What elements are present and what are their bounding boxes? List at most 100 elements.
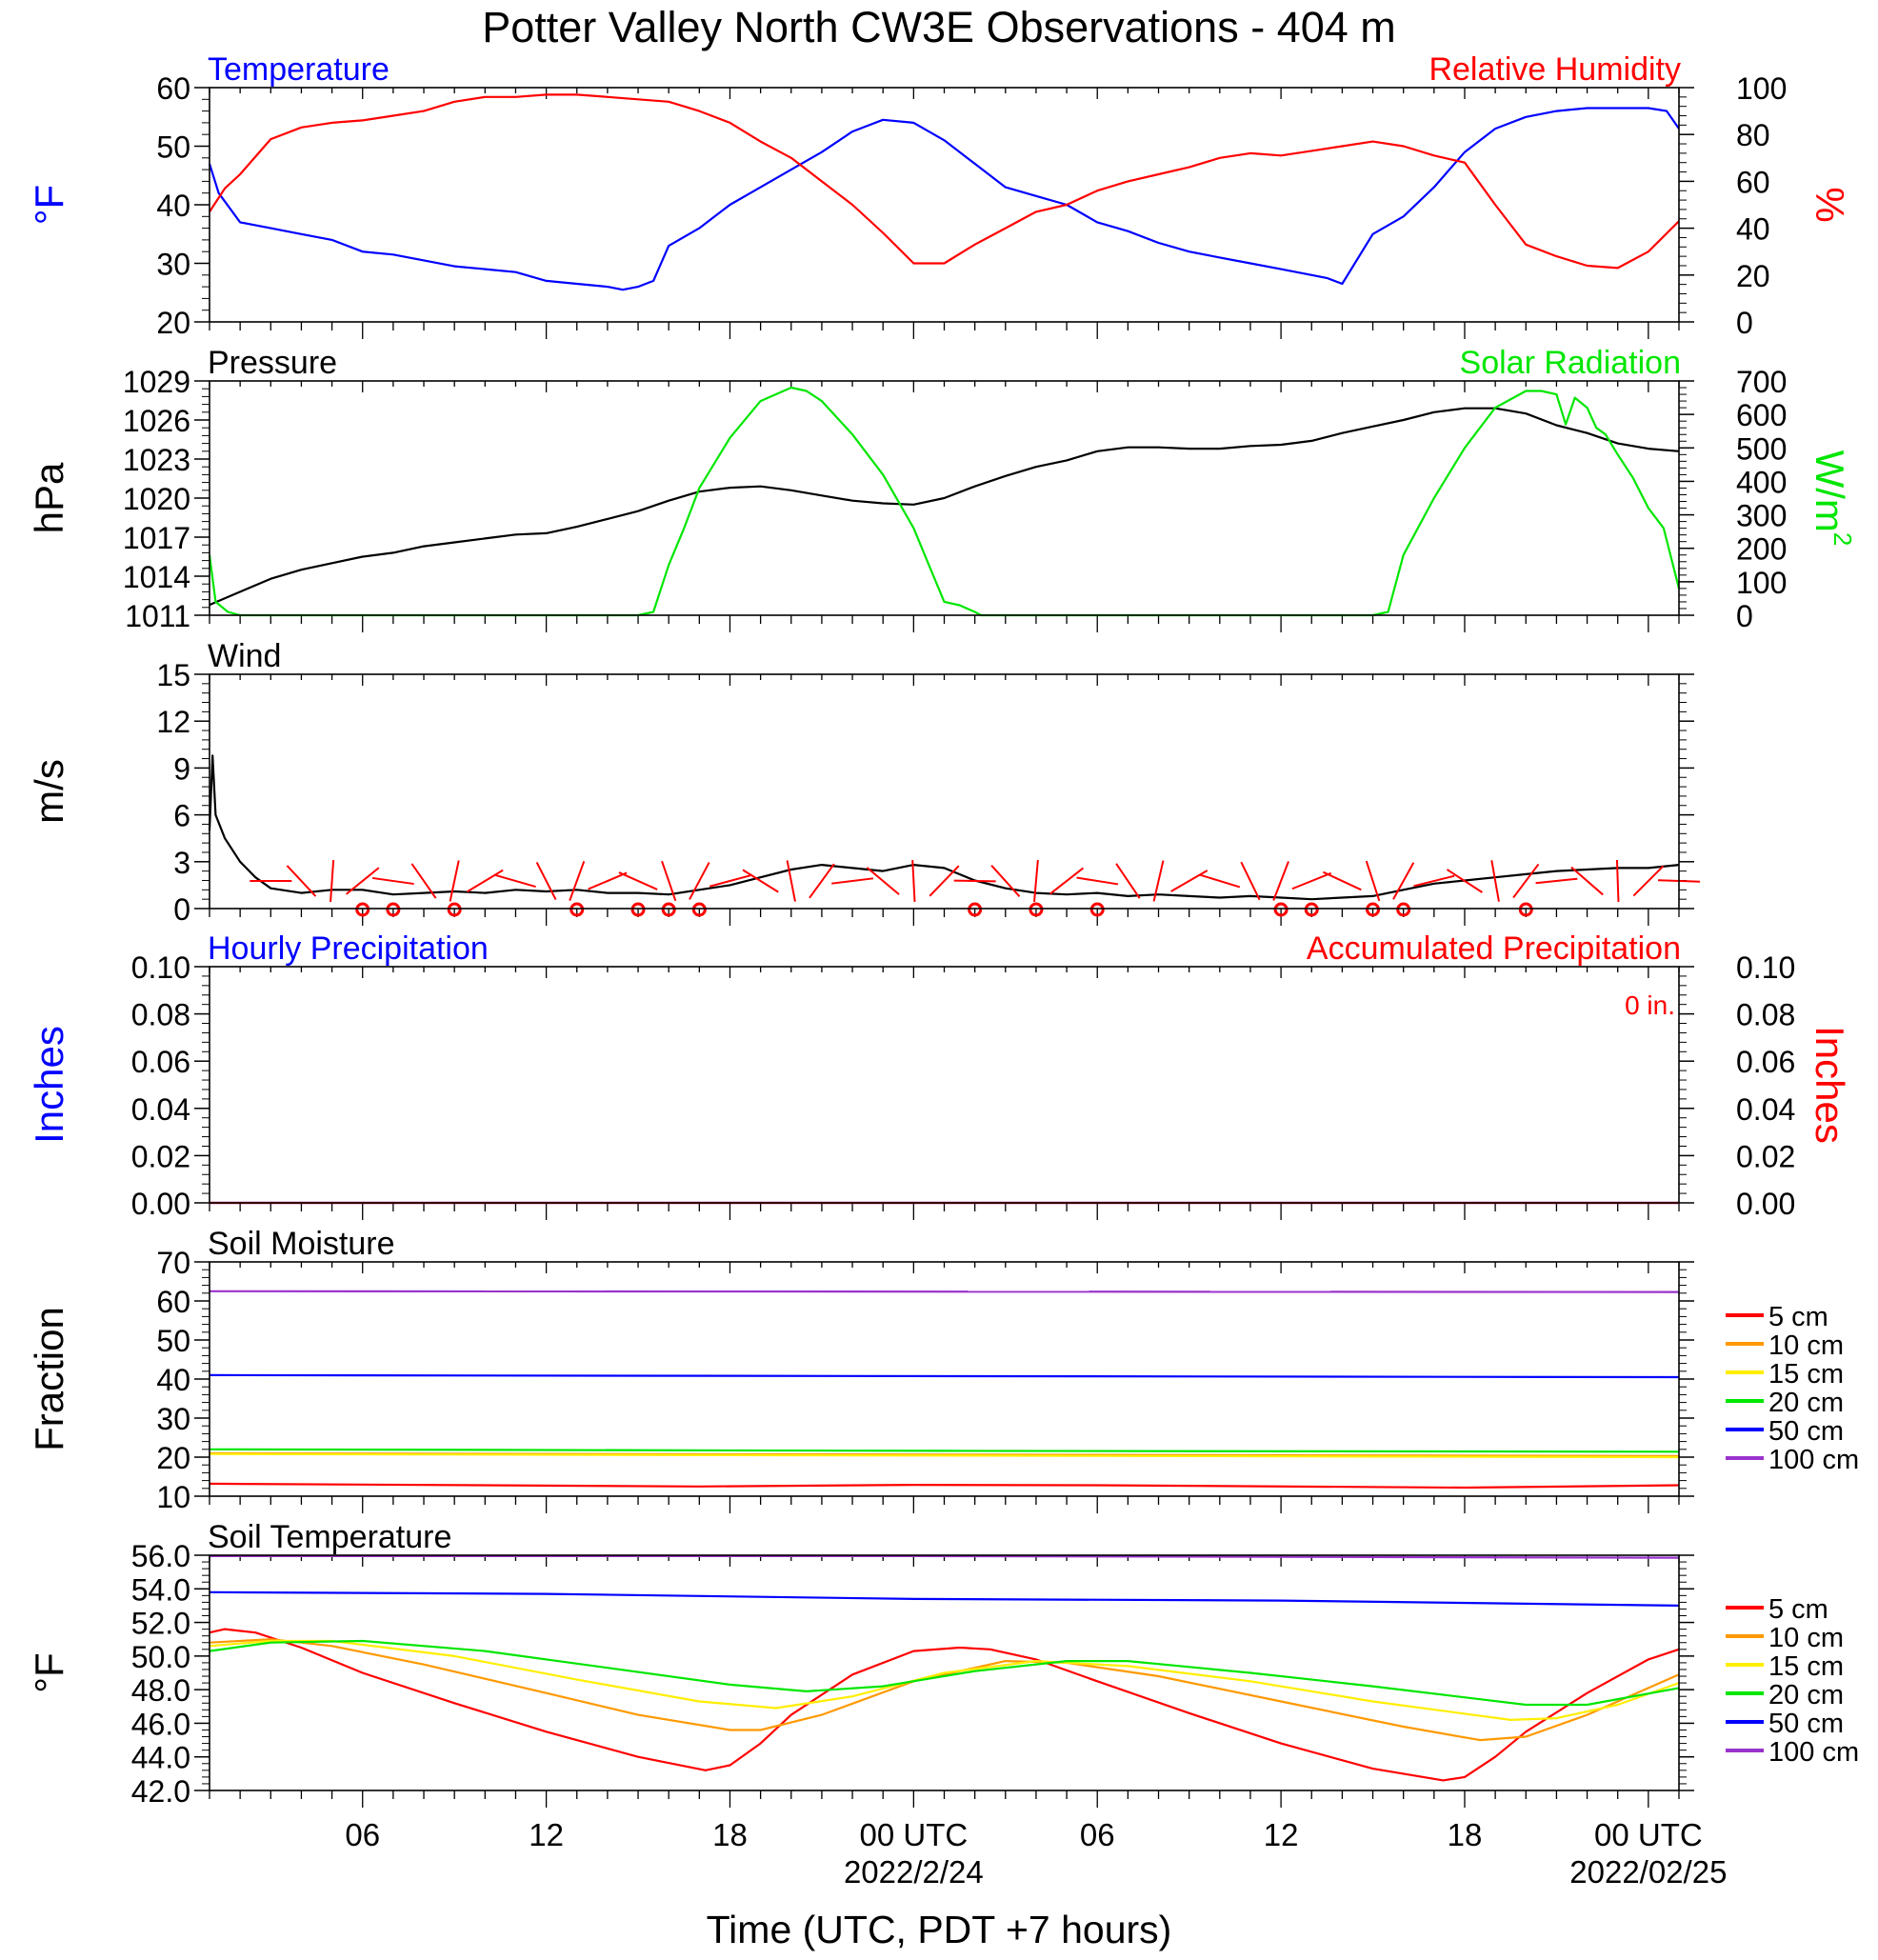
y-tick-label: 0.06: [131, 1045, 190, 1079]
y-tick-label: 70: [156, 1246, 190, 1280]
wind-barb: [1272, 861, 1289, 901]
wind-barb: [286, 865, 317, 897]
y2-tick-label: 20: [1736, 259, 1770, 293]
wind-barb: [1033, 859, 1039, 903]
panel-title-right: Accumulated Precipitation: [1307, 930, 1681, 967]
y-tick-label: 60: [156, 1285, 190, 1319]
y-tick-label: 42.0: [131, 1774, 190, 1809]
series-line-1: [208, 386, 1681, 617]
y-tick-label: 3: [173, 846, 190, 880]
calm-marker: [1366, 902, 1381, 917]
y2-tick-label: 0.00: [1736, 1187, 1795, 1221]
panel-title-left: Temperature: [208, 51, 390, 88]
y-tick-label: 10: [156, 1480, 190, 1514]
x-tick-date: 2022/2/24: [844, 1854, 984, 1890]
wind-barb: [410, 863, 437, 899]
y-axis-label-left: Fraction: [27, 1307, 71, 1451]
y-tick-label: 0.00: [131, 1187, 190, 1221]
panel-title-left: Wind: [208, 638, 281, 674]
wind-barb: [866, 867, 900, 895]
series-line-3: [209, 1448, 1680, 1453]
panel-frame: [209, 966, 1680, 1204]
panel-title-left: Soil Moisture: [208, 1226, 395, 1262]
wind-barb: [831, 877, 874, 885]
wind-barb: [1446, 869, 1483, 893]
panel-wind: 0 3 6 9 12 15 Wind m/s: [27, 638, 1701, 927]
y2-tick-label: 400: [1736, 465, 1787, 499]
x-tick-label: 00 UTC: [1594, 1817, 1703, 1852]
y-tick-label: 50: [156, 130, 190, 165]
y-axis-label-left: hPa: [27, 462, 71, 533]
y2-tick-label: 500: [1736, 431, 1787, 466]
y-tick-label: 52.0: [131, 1607, 190, 1641]
y-tick-label: 50: [156, 1324, 190, 1358]
wind-barb: [911, 859, 916, 903]
series-line-0: [209, 1628, 1680, 1782]
y2-tick-label: 0.08: [1736, 998, 1795, 1032]
calm-marker: [1518, 902, 1533, 917]
y-tick-label: 50.0: [131, 1640, 190, 1674]
wind-barb: [1392, 862, 1415, 900]
panel-title-left: Hourly Precipitation: [208, 930, 489, 967]
series-line-5: [210, 1554, 1680, 1559]
wind-barb: [1535, 877, 1578, 885]
wind-barb: [466, 869, 504, 893]
y2-tick-label: 0: [1736, 306, 1753, 340]
wind-barb: [330, 859, 335, 903]
y-tick-label: 60: [156, 71, 190, 106]
y-tick-label: 54.0: [131, 1572, 190, 1607]
wind-barb: [535, 861, 557, 901]
calm-marker: [1089, 902, 1105, 917]
y2-tick-label: 0.02: [1736, 1139, 1795, 1173]
calm-marker: [1396, 902, 1411, 917]
y-axis-label-superscript: 2: [1828, 532, 1857, 546]
y-tick-label: 12: [156, 705, 190, 739]
y-axis-label-left: Inches: [27, 1026, 71, 1144]
y-tick-label: 9: [173, 751, 190, 786]
wind-barb: [1490, 860, 1500, 902]
legend-label: 50 cm: [1768, 1709, 1844, 1739]
y-tick-label: 6: [173, 799, 190, 833]
wind-barb: [1076, 876, 1119, 886]
wind-barb: [569, 860, 586, 902]
y-axis-label-left: °F: [27, 185, 71, 225]
wind-barb: [1323, 870, 1362, 891]
accumulated-annotation: 0 in.: [1625, 990, 1675, 1020]
calm-marker: [386, 902, 401, 917]
x-tick-label: 00 UTC: [860, 1817, 969, 1852]
y2-tick-label: 700: [1736, 365, 1787, 399]
wind-barb: [1115, 863, 1141, 899]
legend-label: 15 cm: [1768, 1651, 1844, 1682]
y-tick-label: 1023: [123, 443, 190, 477]
y-tick-label: 40: [156, 1363, 190, 1397]
panel-title-left: Soil Temperature: [208, 1519, 451, 1555]
y-tick-label: 1017: [123, 521, 190, 555]
y-tick-label: 48.0: [131, 1673, 190, 1708]
panel-frame: [209, 673, 1680, 910]
y-tick-label: 15: [156, 658, 190, 692]
y-tick-label: 30: [156, 248, 190, 282]
wind-barb: [929, 865, 960, 897]
y2-tick-label: 600: [1736, 398, 1787, 432]
x-tick-label: 12: [1264, 1817, 1299, 1852]
wind-barb: [1615, 859, 1620, 903]
wind-barb: [1199, 873, 1241, 889]
x-tick-date: 2022/02/25: [1569, 1854, 1727, 1890]
y-tick-label: 1026: [123, 404, 190, 438]
series-line-2: [209, 1639, 1680, 1722]
y-axis-label-left: °F: [27, 1652, 71, 1692]
wind-barb: [1240, 861, 1261, 901]
wind-barb: [371, 876, 414, 886]
wind-barb: [1170, 870, 1209, 892]
series-line-5: [209, 1290, 1680, 1293]
x-tick-label: 12: [529, 1817, 564, 1852]
series-line-4: [209, 1373, 1680, 1379]
y-tick-label: 1029: [123, 365, 190, 399]
legend-label: 5 cm: [1768, 1594, 1828, 1625]
y-tick-label: 1020: [123, 482, 190, 516]
calm-marker: [1029, 902, 1044, 917]
panel-frame: [209, 1554, 1680, 1791]
calm-marker: [630, 902, 646, 917]
x-tick-label: 06: [345, 1817, 380, 1852]
